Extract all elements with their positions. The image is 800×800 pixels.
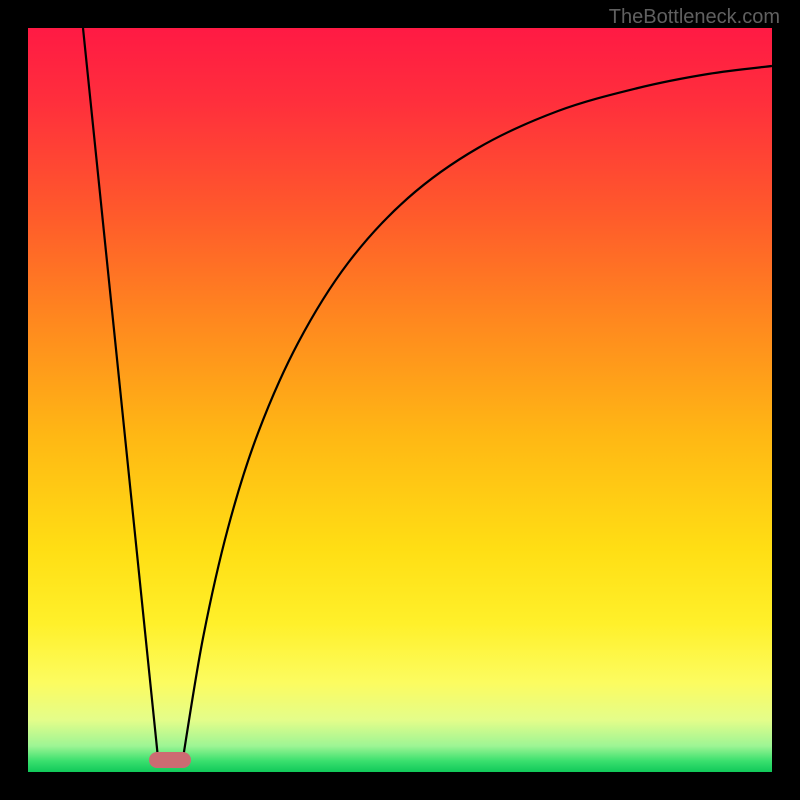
minimum-marker [149, 752, 191, 768]
left-line [83, 28, 158, 758]
watermark-text: TheBottleneck.com [609, 6, 780, 29]
plot-area [28, 28, 772, 772]
curve-layer [28, 28, 772, 772]
right-curve [183, 66, 772, 758]
